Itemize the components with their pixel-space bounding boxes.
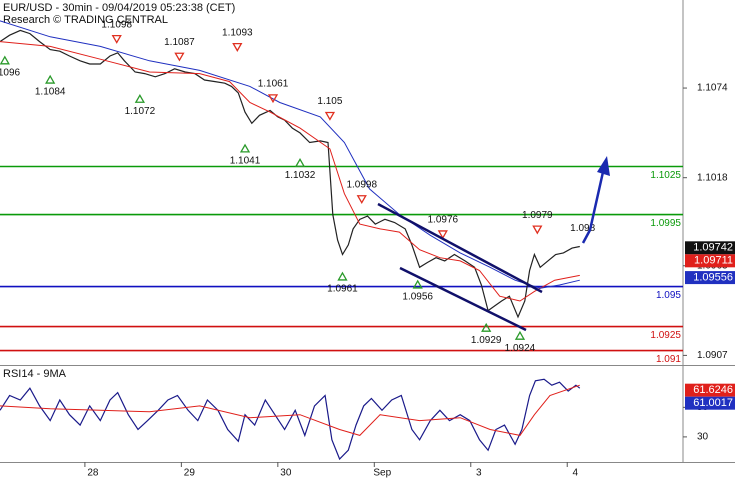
arrow-head (597, 156, 610, 176)
low-marker (481, 322, 492, 332)
high-marker (532, 225, 543, 235)
level-label: 1.0925 (650, 330, 681, 341)
low-marker (514, 330, 526, 340)
high-marker (111, 34, 122, 44)
high-marker (356, 195, 367, 205)
low-label: 1.0961 (327, 284, 358, 295)
low-label: 1.0924 (505, 343, 536, 354)
projection-arrow (581, 171, 605, 244)
level-label: 1.095 (656, 290, 681, 301)
rsi-title: RSI14 - 9MA (3, 368, 67, 380)
price-box-label: 1.09742 (693, 242, 733, 254)
y-tick-label: 1.0907 (697, 350, 728, 361)
low-marker (239, 143, 251, 153)
channel-line (399, 266, 527, 332)
x-tick-label: 30 (280, 468, 292, 479)
high-label: 1.0998 (346, 179, 377, 190)
series-line (0, 20, 580, 289)
high-label: 1.0979 (522, 210, 553, 221)
level-label: 1.1025 (650, 170, 681, 181)
y-tick-label: 30 (697, 432, 709, 443)
high-label: 1.105 (317, 96, 342, 107)
low-marker (294, 157, 306, 167)
high-marker (324, 111, 336, 121)
channel-line (377, 202, 543, 294)
low-label: 1.1032 (285, 170, 316, 181)
price-box (685, 241, 735, 255)
price-box (685, 271, 735, 285)
high-marker (267, 94, 279, 104)
low-label: 1.1084 (35, 87, 66, 98)
level-label: 1.091 (656, 354, 681, 365)
low-label: 1.1072 (125, 106, 156, 117)
price-box-label: 1.09711 (694, 255, 733, 267)
x-tick-label: 28 (87, 468, 99, 479)
y-tick-label: 1.1074 (697, 83, 728, 94)
low-marker (134, 93, 146, 103)
high-marker (437, 230, 448, 240)
high-label: 1.0976 (427, 215, 458, 226)
series-line (0, 29, 580, 319)
high-marker (174, 52, 185, 62)
price-label: 1.098 (570, 223, 595, 234)
high-label: 1.1098 (101, 19, 132, 30)
price-box (685, 396, 735, 410)
price-box-label: 61.6246 (693, 384, 733, 396)
chart-subtitle: Research © TRADING CENTRAL (3, 14, 168, 26)
price-box (685, 254, 735, 268)
low-marker (412, 279, 423, 289)
series-line (0, 41, 580, 302)
x-tick-label: 29 (184, 468, 196, 479)
price-box (685, 383, 735, 397)
low-label: 1.1096 (0, 67, 21, 78)
low-label: 1.1041 (230, 156, 261, 167)
high-marker (232, 42, 243, 52)
series-line (0, 384, 580, 436)
price-box-label: 61.0017 (693, 397, 733, 409)
trend-drawings (377, 156, 610, 332)
low-marker (0, 55, 10, 65)
x-tick-label: 4 (572, 468, 578, 479)
x-tick-label: Sep (373, 468, 391, 479)
y-tick-label: 1.1018 (697, 172, 728, 183)
high-label: 1.1061 (258, 79, 289, 90)
price-box-label: 1.09556 (693, 271, 733, 283)
level-label: 1.0995 (650, 218, 681, 229)
low-label: 1.0956 (402, 292, 433, 303)
x-tick-label: 3 (476, 468, 482, 479)
chart-title: EUR/USD - 30min - 09/04/2019 05:23:38 (C… (3, 2, 235, 14)
high-label: 1.1087 (164, 37, 195, 48)
low-marker (45, 74, 56, 84)
high-label: 1.1093 (222, 27, 253, 38)
low-marker (337, 271, 348, 281)
low-label: 1.0929 (471, 335, 502, 346)
